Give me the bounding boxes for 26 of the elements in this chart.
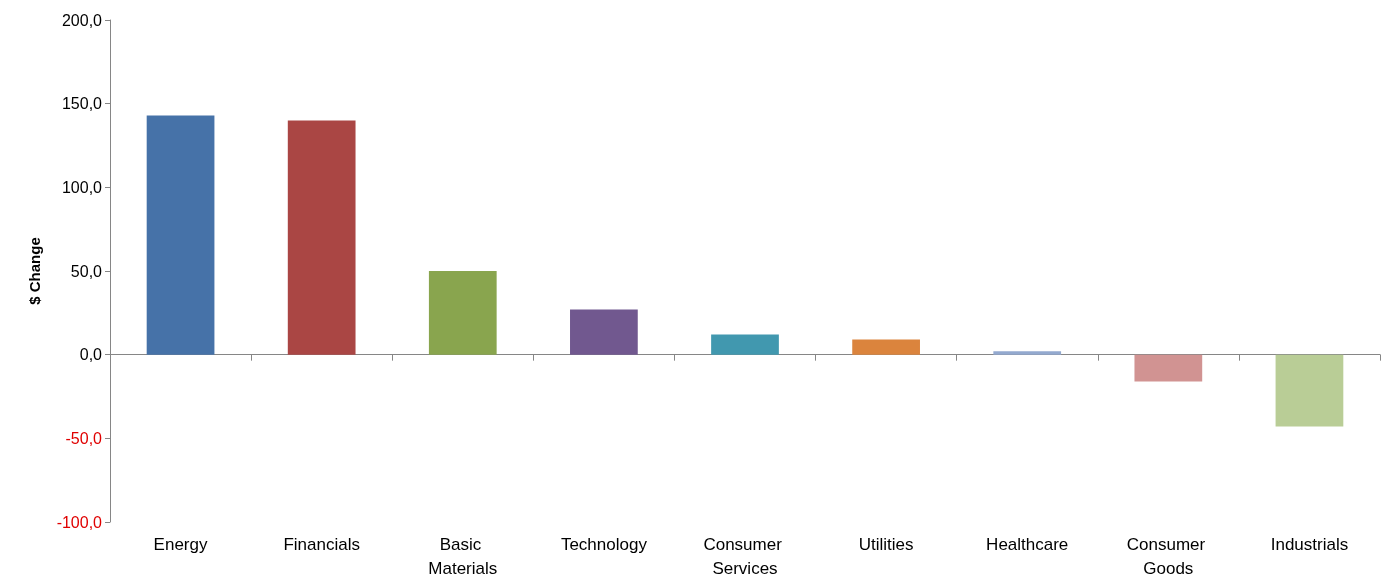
bar <box>993 351 1062 355</box>
x-tick-label: Healthcare <box>986 534 1069 554</box>
y-tick-label: 50,0 <box>70 262 103 280</box>
x-tick-label: Industrials <box>1270 534 1349 554</box>
y-tick-label: 200,0 <box>61 11 103 29</box>
y-tick-label: -50,0 <box>65 429 103 447</box>
bar <box>852 339 920 355</box>
bar <box>711 334 779 355</box>
bar <box>570 309 638 355</box>
y-tick-label: 0,0 <box>79 346 103 364</box>
x-tick-label: Utilities <box>858 534 914 554</box>
y-axis-title: $ Change <box>26 237 43 305</box>
bar <box>287 120 356 355</box>
x-tick-label: Basic Materials <box>428 534 498 578</box>
x-tick-label: Consumer Goods <box>1126 534 1210 578</box>
x-tick-label: Technology <box>560 534 648 554</box>
y-tick-label: 100,0 <box>61 178 103 196</box>
y-tick-label: 150,0 <box>61 95 103 113</box>
x-tick-label: Energy <box>153 534 208 554</box>
x-tick-label: Financials <box>283 534 360 554</box>
bar <box>1275 354 1344 427</box>
bar <box>146 115 215 355</box>
x-tick-label: Consumer Services <box>703 534 787 578</box>
bar <box>428 271 497 355</box>
y-tick-label: -100,0 <box>56 513 103 531</box>
bar <box>1134 354 1203 382</box>
